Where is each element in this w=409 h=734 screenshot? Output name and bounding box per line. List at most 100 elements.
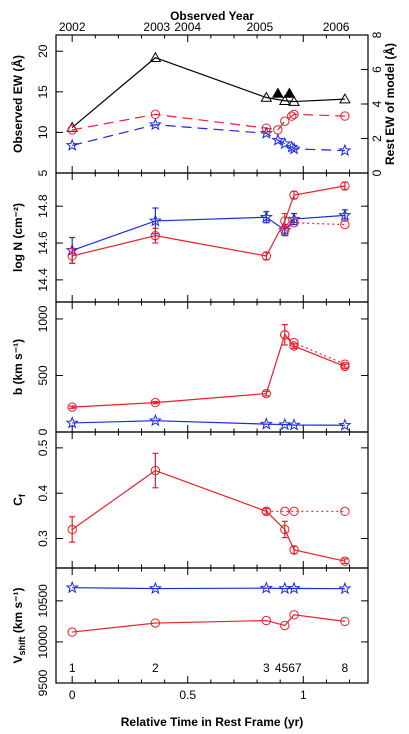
red-dashed-line	[72, 113, 345, 131]
star-marker	[148, 413, 162, 427]
y-tick-label: 20	[36, 44, 50, 58]
y-tick-label: 14.6	[36, 231, 50, 255]
red-solid-line	[71, 469, 346, 562]
circle-marker	[280, 330, 290, 340]
right-y-tick-label: 2	[370, 135, 384, 142]
y-tick-label: 10000	[36, 625, 50, 659]
star-marker	[65, 416, 79, 429]
epoch-label: 8	[342, 661, 349, 675]
circle-marker	[340, 556, 350, 566]
circle-marker	[289, 545, 299, 555]
star-marker	[287, 418, 301, 431]
circle-marker	[261, 251, 272, 261]
circle-marker	[150, 618, 161, 628]
panel-frame	[55, 34, 369, 174]
epoch-label: 1	[69, 661, 76, 675]
red-dotted-line	[284, 222, 345, 231]
circle-marker	[280, 506, 290, 517]
circle-marker	[261, 388, 272, 399]
panel-frame	[55, 301, 369, 433]
y-tick-label: 9500	[36, 669, 50, 696]
star-marker	[271, 133, 285, 146]
circle-marker	[280, 225, 290, 235]
right-y-tick-label: 8	[370, 31, 384, 38]
y-axis-label: Vshift (km s⁻¹)	[11, 587, 27, 663]
circle-marker	[261, 123, 272, 133]
filled-triangle-marker	[283, 87, 296, 98]
circle-marker	[150, 230, 161, 241]
circle-marker	[340, 616, 350, 627]
y-tick-label: 0.3	[36, 530, 50, 547]
circle-marker	[340, 359, 350, 369]
top-axis-tick-label: 2002	[59, 20, 86, 34]
circle-marker	[340, 181, 350, 191]
y-tick-label: 0	[36, 428, 50, 435]
circle-marker	[340, 506, 350, 517]
bottom-axis-tick-label: 1	[300, 688, 307, 702]
star-marker	[338, 208, 352, 222]
circle-marker	[289, 610, 299, 620]
panel-frame	[55, 172, 369, 303]
circle-marker	[280, 116, 290, 126]
circle-marker	[280, 620, 290, 631]
blue-solid-line	[72, 420, 345, 426]
triangle-marker	[278, 94, 291, 106]
circle-marker	[289, 190, 299, 200]
triangle-marker	[339, 93, 351, 104]
red-solid-line	[72, 614, 345, 633]
red-solid-line	[72, 185, 345, 257]
star-marker	[65, 580, 79, 594]
circle-marker	[67, 524, 77, 535]
star-marker	[287, 141, 301, 155]
y-tick-label: 10	[36, 125, 50, 139]
triangle-marker	[149, 51, 162, 62]
right-y-tick-label: 0	[370, 169, 384, 176]
top-axis-tick-label: 2004	[174, 20, 201, 34]
y-tick-label: 1000	[36, 305, 50, 332]
right-y-tick-label: 4	[370, 100, 384, 107]
circle-marker	[340, 111, 350, 121]
star-marker	[259, 126, 273, 139]
red-dotted-line	[284, 334, 346, 365]
circle-marker	[261, 615, 272, 626]
y-tick-label: 15	[36, 85, 50, 99]
bottom-axis-title: Relative Time in Rest Frame (yr)	[121, 715, 304, 729]
top-axis-tick-label: 2005	[246, 20, 273, 34]
circle-marker	[150, 465, 161, 476]
circle-marker	[340, 361, 350, 372]
circle-marker	[67, 627, 77, 637]
circle-marker	[67, 125, 77, 135]
star-marker	[259, 417, 273, 430]
top-axis-tick-label: 2006	[323, 20, 350, 34]
top-axis-tick-label: 2003	[143, 20, 170, 34]
circle-marker	[287, 111, 297, 121]
y-axis-label: log N (cm⁻²)	[11, 203, 25, 272]
star-marker	[148, 117, 162, 131]
bottom-axis-tick-label: 0.5	[179, 688, 196, 702]
top-axis-title: Observed Year	[170, 9, 254, 23]
y-axis-label: Cf	[11, 493, 27, 506]
star-marker	[259, 581, 273, 594]
circle-marker	[67, 251, 77, 261]
panel-frame	[55, 567, 369, 684]
blue-dashed-line	[72, 124, 345, 152]
epoch-label: 3	[263, 661, 270, 675]
star-marker	[338, 581, 352, 595]
blue-solid-line	[72, 587, 345, 590]
filled-triangle-marker	[272, 87, 284, 98]
epoch-label: 4567	[275, 661, 302, 675]
epoch-label: 2	[152, 661, 159, 675]
star-marker	[65, 138, 79, 152]
triangle-marker	[66, 121, 79, 132]
chart-marks	[65, 51, 352, 637]
circle-marker	[340, 219, 350, 230]
star-marker	[338, 418, 352, 431]
y-axis-label: Observed EW (Å)	[10, 55, 25, 153]
right-axis-label: Rest EW of model (Å)	[382, 43, 397, 165]
y-tick-label: 0.4	[36, 485, 50, 502]
star-marker	[287, 212, 301, 225]
red-solid-line	[72, 333, 346, 408]
panel-frame	[55, 431, 369, 569]
